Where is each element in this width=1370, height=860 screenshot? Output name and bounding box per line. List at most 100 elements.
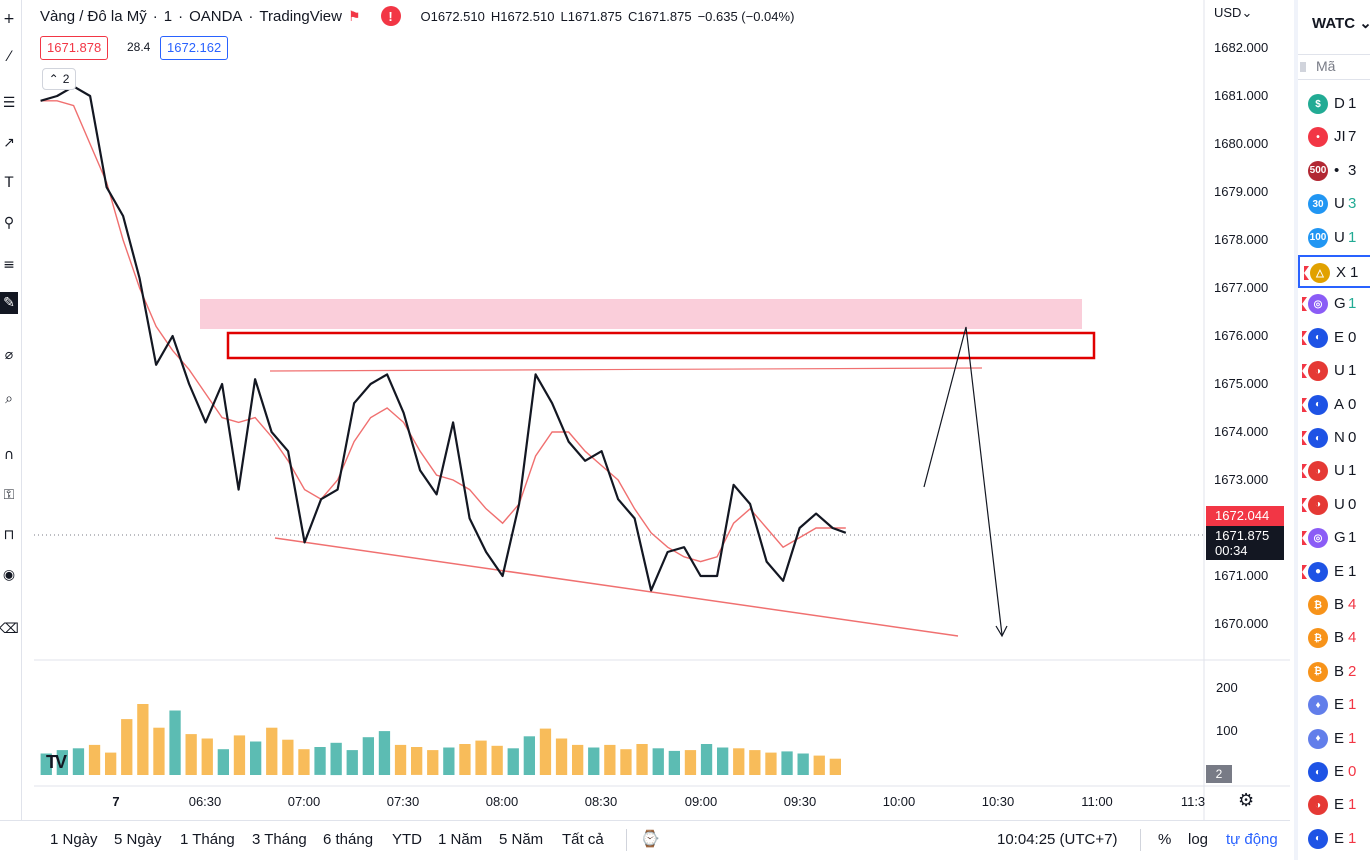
flag-icon[interactable] [1302,564,1307,579]
tradingview-logo-icon[interactable]: TV [46,752,67,772]
lock-icon[interactable]: ⊓ [3,527,15,543]
log-toggle[interactable]: log [1188,831,1209,848]
watchlist-row[interactable]: ♦ E 1 [1298,689,1370,722]
chart-canvas[interactable] [0,0,1294,820]
calendar-icon[interactable]: ⌚ [640,829,660,848]
close-value: C1671.875 [627,8,692,24]
measure-icon[interactable]: ⌀ [4,347,14,363]
flag-icon[interactable] [1302,364,1307,379]
range-button[interactable]: 6 tháng [323,831,374,848]
symbol-logo-icon: ◎ [1308,528,1328,549]
range-button[interactable]: 5 Ngày [114,831,162,848]
time-axis-label: 11:3 [1180,794,1206,809]
range-button[interactable]: 1 Ngày [50,831,98,848]
node-icon[interactable]: ⚲ [3,215,15,231]
range-button[interactable]: YTD [392,831,422,848]
watchlist-row[interactable]: ◑ U 1 [1298,355,1370,388]
watchlist-row[interactable]: ₿ B 4 [1298,622,1370,655]
bid-price-tag: 1672.044 [1206,506,1284,526]
lock-draw-icon[interactable]: ⚿ [3,487,15,503]
watchlist-row[interactable]: ◑ U 0 [1298,489,1370,522]
pane-badge[interactable]: 2 [1206,765,1232,783]
watchlist-symbol: X [1336,264,1347,281]
symbol-name[interactable]: Vàng / Đô la Mỹ [40,7,147,25]
watchlist-row[interactable]: 500 • 3 [1298,155,1370,188]
resistance-line[interactable] [269,367,983,372]
flag-icon[interactable] [1302,531,1307,546]
watchlist-row[interactable]: 30 U 3 [1298,188,1370,221]
currency-selector[interactable]: USD⌄ [1214,5,1252,21]
last-price-tag: 1671.875 00:34 [1206,526,1284,560]
watchlist-row[interactable]: ♦ E 1 [1298,723,1370,756]
sell-button[interactable]: 1671.878 [40,36,109,60]
symbol-logo-icon: ● [1308,561,1328,582]
watchlist-title[interactable]: WATC ⌄ [1312,14,1370,32]
watchlist-row[interactable]: ◐ E 0 [1298,756,1370,789]
highlight-box[interactable] [226,331,1096,360]
projection-path[interactable] [923,326,1003,636]
watchlist-row[interactable]: ◑ U 1 [1298,455,1370,488]
arrow-icon[interactable]: ↗ [3,135,15,151]
range-button[interactable]: Tất cả [562,831,604,848]
range-button[interactable]: 1 Tháng [180,831,235,848]
flag-icon[interactable] [1302,497,1307,512]
watchlist-row[interactable]: ● E 1 [1298,556,1370,589]
magnet-icon[interactable]: ∩ [3,447,15,463]
interval[interactable]: 1 [163,7,173,25]
ruler-settings-icon[interactable]: ≡ [3,257,15,273]
volume-bar [137,704,149,775]
text-icon[interactable]: T [4,175,14,191]
range-button[interactable]: 3 Tháng [252,831,307,848]
watchlist-row[interactable]: ◐ E 1 [1298,823,1370,856]
watchlist-row[interactable]: • JI 7 [1298,121,1370,154]
watchlist-row[interactable]: ₿ B 4 [1298,589,1370,622]
volume-bar [233,735,246,775]
trendline-icon[interactable]: ⁄ [7,49,11,65]
watchlist-row[interactable]: ◐ N 0 [1298,422,1370,455]
zoom-icon[interactable]: ⌕ [5,391,13,407]
watchlist-row[interactable]: $ D 1 [1298,88,1370,121]
trash-icon[interactable]: ⌫ [0,621,18,637]
flag-icon[interactable]: ⚑ [347,7,361,24]
flag-icon[interactable] [1302,464,1307,479]
volume-axis-label: 100 [1216,723,1238,738]
watchlist-row[interactable]: ◎ G 1 [1298,288,1370,321]
legend-sep: · [248,7,254,25]
range-button[interactable]: 1 Năm [438,831,483,848]
indicators-toggle[interactable]: ⌃ 2 [42,68,76,90]
brush-icon[interactable]: ✎ [0,292,18,314]
watchlist-header[interactable]: Mã [1298,54,1370,80]
clock-timezone[interactable]: 10:04:25 (UTC+7) [997,831,1118,848]
open-value: O1672.510 [420,8,485,24]
crosshair-icon[interactable]: + [3,11,15,27]
symbol-logo-icon: ◑ [1308,461,1328,482]
range-button[interactable]: 5 Năm [499,831,544,848]
watchlist-row[interactable]: ₿ B 2 [1298,656,1370,689]
flag-icon[interactable] [1302,397,1307,412]
watchlist-value: 1 [1348,228,1357,246]
flag-icon[interactable] [1304,266,1309,280]
volume-bar [813,755,825,775]
alert-icon[interactable]: ! [380,6,401,26]
flag-icon[interactable] [1302,297,1307,312]
watchlist-row[interactable]: ◑ E 1 [1298,789,1370,822]
watchlist-row[interactable]: 100 U 1 [1298,222,1370,255]
supply-zone[interactable] [200,299,1082,329]
eye-icon[interactable]: ◉ [2,567,16,583]
auto-scale-toggle[interactable]: tự động [1226,831,1278,848]
volume-bar [636,744,648,775]
support-trendline[interactable] [274,537,959,637]
buy-button[interactable]: 1672.162 [160,36,229,60]
watchlist-row[interactable]: ◐ A 0 [1298,389,1370,422]
flag-icon[interactable] [1302,330,1307,345]
broker-name: OANDA [189,7,243,25]
percent-toggle[interactable]: % [1158,831,1172,848]
fib-icon[interactable]: ☰ [2,95,16,111]
gear-icon[interactable]: ⚙ [1238,790,1255,811]
watchlist-row[interactable]: △ X 1 [1298,255,1370,288]
symbol-logo-icon: ◑ [1308,494,1328,515]
watchlist-row[interactable]: ◎ G 1 [1298,522,1370,555]
watchlist-row[interactable]: ◐ E 0 [1298,322,1370,355]
flag-icon[interactable] [1302,431,1307,445]
